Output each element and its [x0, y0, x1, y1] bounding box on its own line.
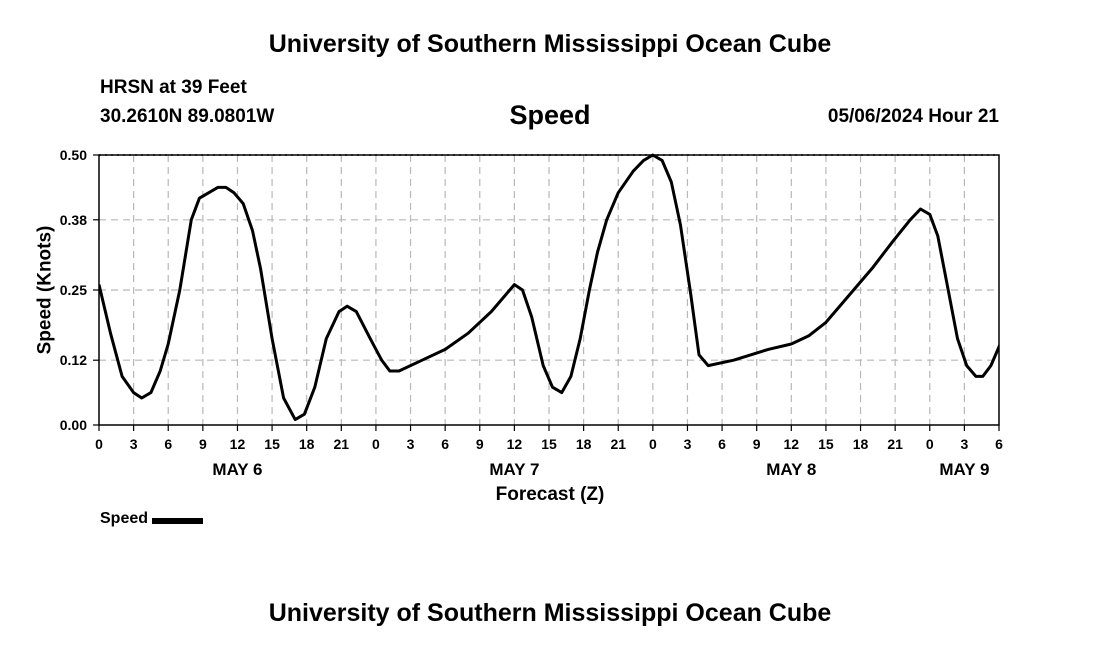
- speed-series-line: [99, 153, 999, 422]
- x-tick-label: 0: [372, 436, 380, 452]
- chart-title: Speed: [509, 100, 591, 130]
- x-tick-label: 21: [610, 436, 626, 452]
- speed-chart: 0 3 6 9 12 15 18 21 0 3 6 9 12 15 18 21 0 3 6 9 12 15 18 21 0 3 6 0…: [35, 147, 1003, 505]
- y-tick-label: 0.38: [60, 212, 87, 228]
- x-tick-label: 15: [264, 436, 280, 452]
- x-tick-label: 15: [541, 436, 557, 452]
- date-label: MAY 6: [212, 460, 262, 479]
- y-tick-label: 0.50: [60, 147, 87, 163]
- legend: Speed: [100, 510, 204, 528]
- x-tick-label: 0: [649, 436, 657, 452]
- x-tick-label: 15: [818, 436, 834, 452]
- x-tick-label: 18: [576, 436, 592, 452]
- date-label: MAY 9: [939, 460, 989, 479]
- x-tick-label: 9: [476, 436, 484, 452]
- date-label: MAY 7: [489, 460, 539, 479]
- ticks: 0 3 6 9 12 15 18 21 0 3 6 9 12 15 18 21 0 3 6 9 12 15 18 21 0 3 6 0…: [60, 147, 1003, 479]
- x-tick-label: 9: [199, 436, 207, 452]
- x-tick-label: 3: [130, 436, 138, 452]
- timestamp-label: 05/06/2024 Hour 21: [827, 106, 999, 127]
- x-axis-title: Forecast (Z): [496, 484, 605, 505]
- footer-title: University of Southern Mississippi Ocean…: [268, 599, 832, 627]
- x-tick-label: 0: [95, 436, 103, 452]
- x-tick-label: 9: [753, 436, 761, 452]
- y-tick-label: 0.00: [60, 417, 87, 433]
- x-tick-label: 0: [926, 436, 934, 452]
- y-axis-title: Speed (Knots): [35, 226, 56, 355]
- x-tick-label: 12: [230, 436, 246, 452]
- x-tick-label: 21: [887, 436, 903, 452]
- x-tick-label: 12: [507, 436, 523, 452]
- coordinates-label: 30.2610N 89.0801W: [100, 106, 275, 127]
- y-tick-label: 0.25: [60, 282, 87, 298]
- station-label: HRSN at 39 Feet: [100, 77, 247, 98]
- legend-label: Speed: [100, 510, 149, 527]
- x-tick-label: 6: [164, 436, 172, 452]
- y-tick-label: 0.12: [60, 352, 87, 368]
- x-tick-label: 3: [407, 436, 415, 452]
- legend-swatch: [152, 517, 204, 524]
- x-tick-label: 18: [299, 436, 315, 452]
- x-tick-label: 6: [995, 436, 1003, 452]
- x-tick-label: 12: [784, 436, 800, 452]
- x-tick-label: 18: [853, 436, 869, 452]
- grid: [99, 154, 999, 425]
- x-tick-label: 3: [960, 436, 968, 452]
- x-tick-label: 21: [334, 436, 350, 452]
- date-label: MAY 8: [766, 460, 816, 479]
- x-tick-label: 6: [441, 436, 449, 452]
- page-title: University of Southern Mississippi Ocean…: [268, 30, 832, 58]
- x-tick-label: 3: [684, 436, 692, 452]
- x-tick-label: 6: [718, 436, 726, 452]
